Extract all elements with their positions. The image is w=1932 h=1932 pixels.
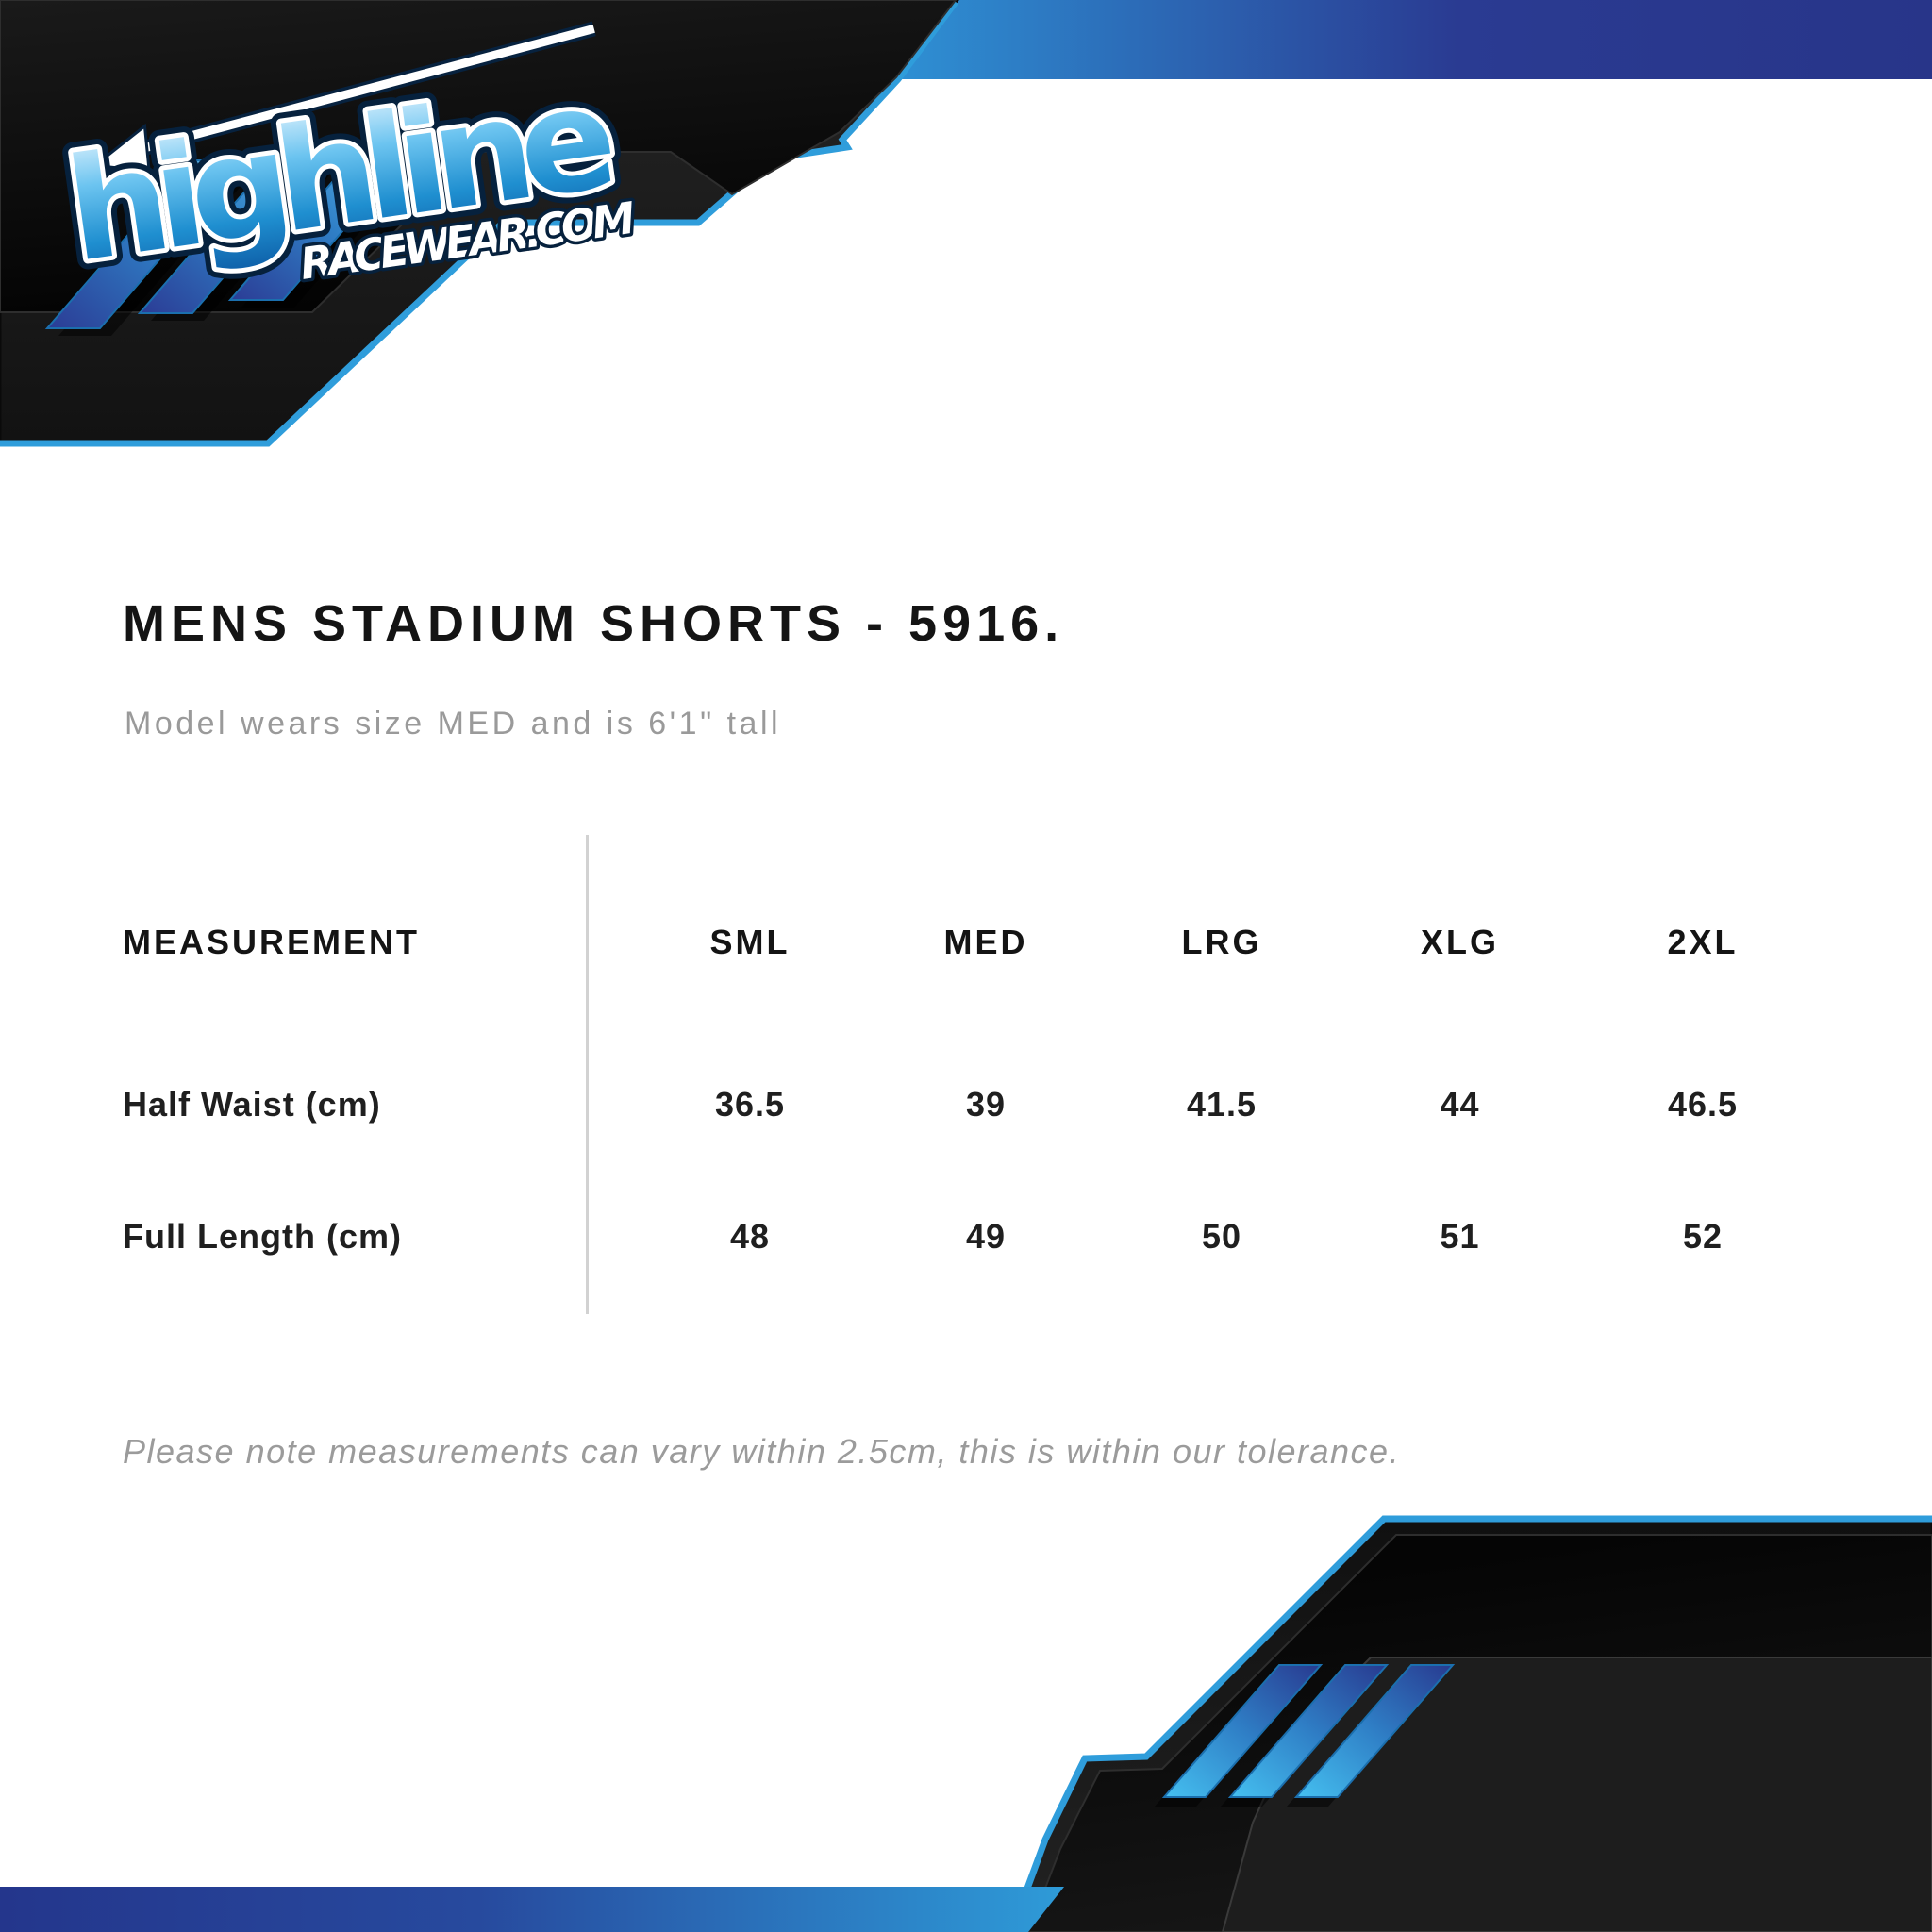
row-value: 41.5 — [1186, 1085, 1257, 1124]
row-value: 52 — [1682, 1217, 1724, 1256]
row-value: 44 — [1440, 1085, 1480, 1124]
row-value: 46.5 — [1667, 1085, 1739, 1124]
bottom-banner — [0, 1515, 1932, 1932]
row-value: 39 — [965, 1085, 1007, 1124]
row-value: 48 — [729, 1217, 771, 1256]
page-subtitle: Model wears size MED and is 6'1" tall — [125, 706, 782, 741]
stripe-icon — [227, 159, 407, 301]
logo-arrow-icon — [91, 123, 151, 174]
size-header-med: MED — [943, 923, 1028, 961]
stripe-icon — [1227, 1664, 1390, 1798]
bottom-blue-bar — [0, 1887, 1064, 1932]
row-label: Full Length (cm) — [123, 1217, 402, 1256]
top-banner: highline highline highline RACEWEAR.COM — [0, 0, 1932, 447]
measurement-header: MEASUREMENT — [123, 923, 421, 961]
stripe-icon — [44, 159, 248, 329]
top-blue-bar — [877, 0, 1932, 79]
row-label: Half Waist (cm) — [123, 1085, 381, 1124]
stripe-icon — [1293, 1664, 1456, 1798]
bottom-banner-cyan-trim — [1008, 1515, 1932, 1932]
tolerance-note: Please note measurements can vary within… — [123, 1432, 1401, 1471]
bottom-banner-stripes — [1155, 1664, 1456, 1807]
size-chart-header-row: MEASUREMENT SML MED LRG XLG 2XL — [123, 923, 1835, 962]
row-value: 51 — [1440, 1217, 1480, 1256]
row-value: 49 — [965, 1217, 1007, 1256]
size-header-sml: SML — [709, 923, 791, 961]
table-divider — [586, 835, 589, 1314]
stripe-icon — [137, 159, 327, 314]
size-header-xlg: XLG — [1420, 923, 1499, 961]
page-title: MENS STADIUM SHORTS - 5916. — [123, 595, 1065, 652]
table-row: Full Length (cm) 48 49 50 51 52 — [123, 1217, 1835, 1257]
table-row: Half Waist (cm) 36.5 39 41.5 44 46.5 — [123, 1085, 1835, 1124]
row-value: 36.5 — [714, 1085, 786, 1124]
size-header-lrg: LRG — [1181, 923, 1262, 961]
size-header-2xl: 2XL — [1667, 923, 1739, 961]
row-value: 50 — [1201, 1217, 1242, 1256]
top-banner-stripes — [44, 159, 415, 336]
stripe-icon — [1161, 1664, 1324, 1798]
